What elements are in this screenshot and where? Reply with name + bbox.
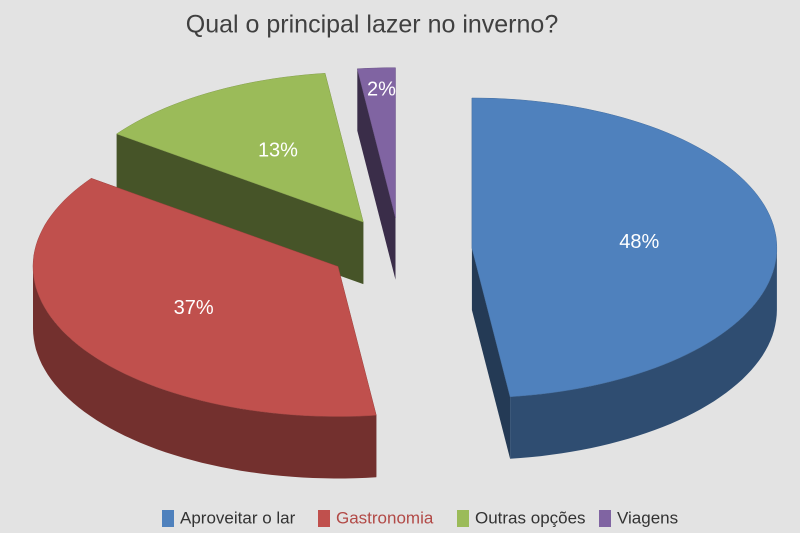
slice-top — [116, 73, 364, 223]
legend-swatch — [599, 510, 611, 527]
data-label: 13% — [258, 139, 298, 161]
data-label: 2% — [367, 78, 396, 100]
data-label: 48% — [619, 231, 659, 253]
legend-label: Aproveitar o lar — [180, 508, 296, 527]
pie-slice — [116, 73, 364, 285]
slice-side — [471, 248, 511, 459]
legend-swatch — [457, 510, 469, 527]
slice-side — [116, 133, 364, 285]
pie-slice — [471, 97, 778, 459]
data-label: 37% — [174, 297, 214, 319]
legend-label: Outras opções — [475, 508, 586, 527]
pie-slice — [32, 178, 377, 479]
pie-slice — [356, 67, 396, 280]
slice-side — [357, 68, 396, 280]
slice-top — [32, 178, 377, 417]
legend-label: Gastronomia — [336, 508, 434, 527]
legend-swatch — [162, 510, 174, 527]
legend-swatch — [318, 510, 330, 527]
slice-top — [356, 67, 396, 218]
chart-title: Qual o principal lazer no inverno? — [186, 11, 558, 39]
slice-wall — [510, 248, 777, 459]
slice-top — [471, 97, 778, 398]
legend-label: Viagens — [617, 508, 678, 527]
slice-wall — [33, 266, 377, 479]
